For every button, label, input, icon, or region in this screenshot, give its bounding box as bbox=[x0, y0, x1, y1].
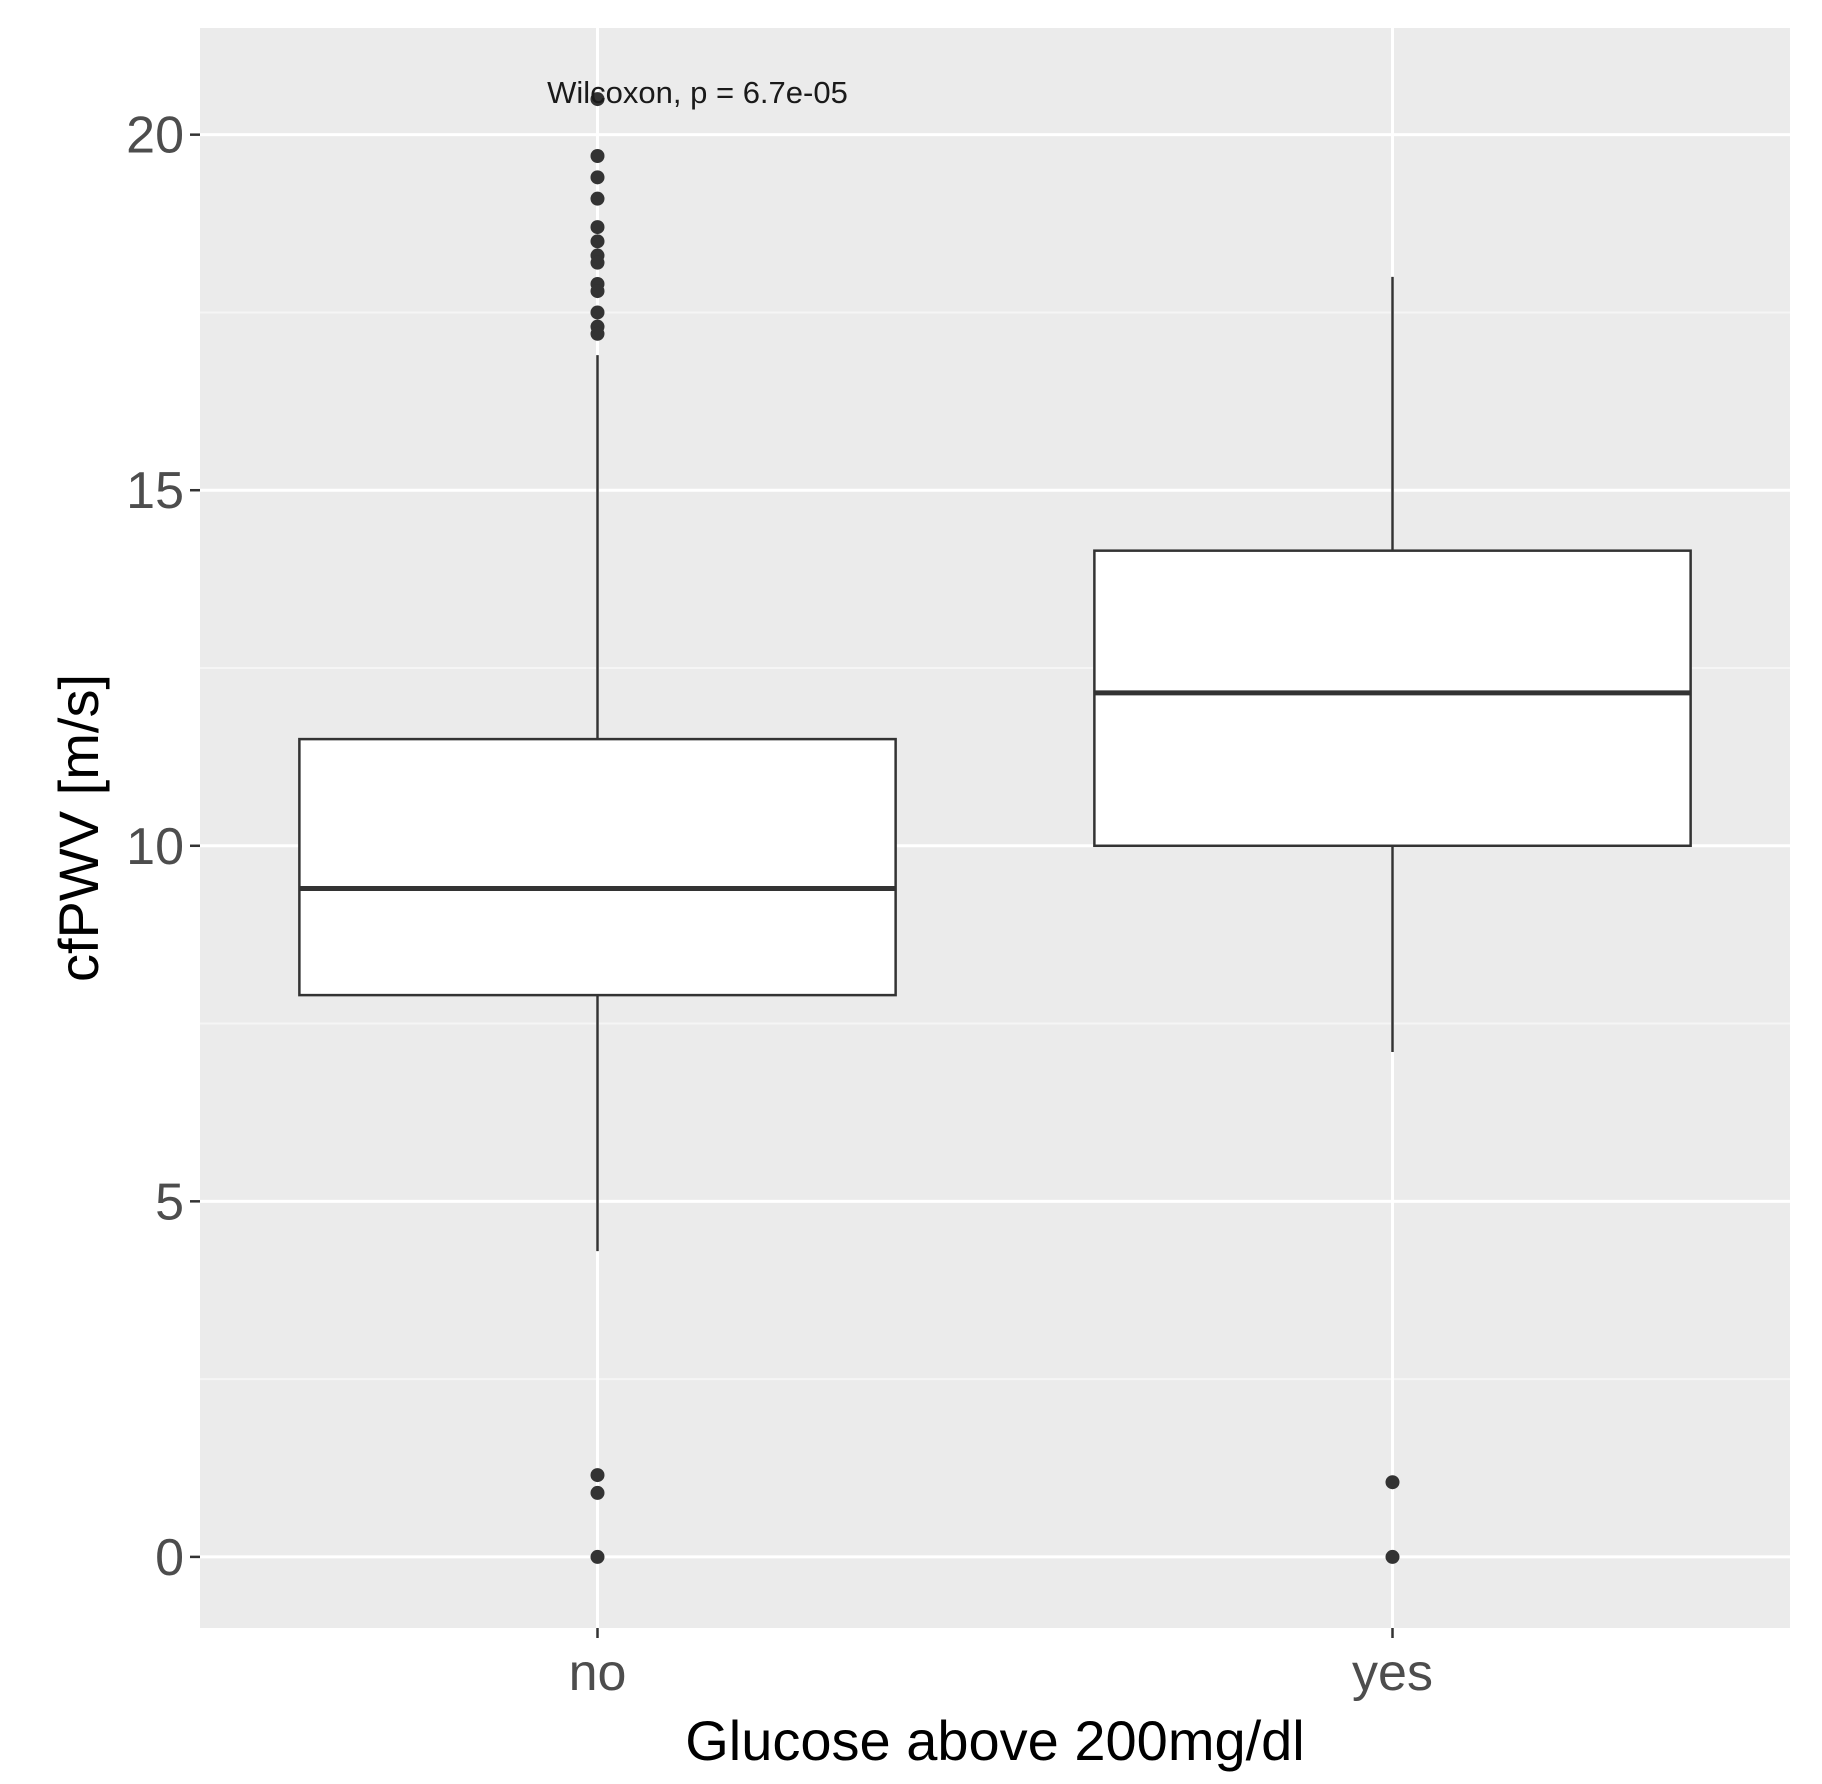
outlier-point bbox=[590, 284, 605, 299]
x-axis-title: Glucose above 200mg/dl bbox=[685, 1709, 1305, 1772]
boxes bbox=[298, 92, 1692, 1564]
y-tick-label: 15 bbox=[126, 462, 184, 520]
outlier-point bbox=[590, 149, 605, 163]
x-tick-label-yes: yes bbox=[1352, 1644, 1433, 1702]
outlier-point bbox=[590, 1485, 605, 1500]
y-tick-label: 10 bbox=[126, 818, 184, 876]
outlier-point bbox=[590, 191, 605, 206]
iqr-box bbox=[1093, 549, 1692, 848]
x-tick-label-no: no bbox=[569, 1644, 627, 1702]
outlier-point bbox=[590, 255, 605, 270]
box-yes bbox=[1093, 276, 1692, 1564]
outlier-point bbox=[590, 1549, 605, 1564]
x-axis: no yes bbox=[569, 1628, 1433, 1702]
y-axis-title: cfPWV [m/s] bbox=[47, 674, 110, 982]
y-axis: 0 5 10 15 20 bbox=[126, 107, 200, 1587]
iqr-box bbox=[298, 737, 897, 997]
outlier-point bbox=[1385, 1549, 1400, 1564]
outlier-point bbox=[590, 1468, 605, 1483]
outlier-point bbox=[590, 170, 605, 185]
outlier-point bbox=[590, 305, 605, 320]
outlier-point bbox=[590, 220, 605, 235]
wilcoxon-annotation: Wilcoxon, p = 6.7e-05 bbox=[547, 75, 848, 110]
outlier-point bbox=[590, 234, 605, 249]
y-tick-label: 0 bbox=[155, 1529, 184, 1587]
y-tick-label: 5 bbox=[155, 1173, 184, 1231]
outlier-point bbox=[590, 92, 605, 107]
box-no bbox=[298, 92, 897, 1564]
y-tick-label: 20 bbox=[126, 107, 184, 165]
outlier-point bbox=[590, 326, 605, 341]
outlier-point bbox=[1385, 1475, 1400, 1490]
